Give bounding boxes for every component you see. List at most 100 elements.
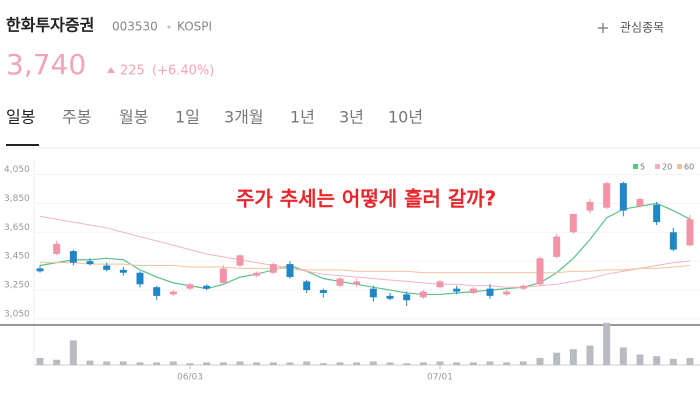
watch-label[interactable]: 관심종목 bbox=[620, 21, 664, 35]
y-tick-label: 3,650 bbox=[4, 223, 30, 233]
candle-body bbox=[553, 236, 561, 257]
annotation-bg bbox=[232, 184, 584, 214]
volume-bar bbox=[169, 361, 177, 365]
volume-bar bbox=[303, 361, 311, 365]
tab[interactable]: 주봉 bbox=[62, 108, 91, 127]
plus-icon bbox=[598, 23, 608, 33]
candle-body bbox=[336, 278, 344, 286]
volume-bar bbox=[569, 349, 577, 365]
volume-bar bbox=[603, 322, 611, 365]
candle-body bbox=[536, 258, 544, 285]
volume-bar bbox=[69, 340, 77, 365]
candle-body bbox=[486, 288, 494, 296]
ma-line bbox=[40, 262, 691, 274]
volume-bar bbox=[53, 359, 61, 365]
tab[interactable]: 3개월 bbox=[224, 108, 264, 127]
candle-body bbox=[136, 272, 144, 285]
candle-body bbox=[669, 232, 677, 250]
candle-body bbox=[569, 210, 577, 233]
candle-body bbox=[219, 268, 227, 283]
volume-bar bbox=[619, 347, 627, 365]
volume-bar bbox=[286, 362, 294, 365]
candle-body bbox=[419, 291, 427, 298]
y-tick-label: 3,050 bbox=[4, 310, 30, 320]
volume-bar bbox=[219, 362, 227, 365]
tab[interactable]: 일봉 bbox=[6, 108, 35, 127]
market: KOSPI bbox=[177, 20, 212, 34]
volume-bar bbox=[253, 362, 261, 365]
volume-bar bbox=[469, 362, 477, 365]
candle-body bbox=[436, 281, 444, 288]
dot bbox=[167, 25, 171, 29]
ma-line bbox=[39, 215, 691, 288]
y-tick-label: 3,450 bbox=[4, 252, 30, 262]
volume-bar bbox=[453, 362, 461, 365]
watch-button[interactable]: 관심종목 bbox=[598, 21, 664, 35]
volume-bar bbox=[136, 362, 144, 365]
tab[interactable]: 10년 bbox=[388, 108, 423, 127]
tab[interactable]: 1일 bbox=[175, 108, 200, 127]
volume-bar bbox=[269, 362, 277, 365]
volume-bar bbox=[536, 357, 544, 365]
x-tick-label: 07/01 bbox=[427, 373, 453, 383]
candle-body bbox=[103, 265, 111, 270]
candle-body bbox=[69, 251, 77, 263]
volume-bar bbox=[186, 363, 194, 365]
candle-body bbox=[286, 264, 294, 278]
candle-body bbox=[153, 287, 161, 296]
candle-body bbox=[369, 288, 377, 298]
candle-body bbox=[603, 183, 611, 208]
volume-bar bbox=[636, 354, 644, 365]
candle-body bbox=[269, 264, 277, 273]
legend-label: 20 bbox=[662, 163, 672, 172]
price-rate: (+6.40%) bbox=[152, 64, 214, 79]
candle-body bbox=[119, 269, 127, 273]
volume-bar bbox=[419, 362, 427, 365]
candle-body bbox=[303, 281, 311, 291]
volume-bar bbox=[369, 361, 377, 365]
candle-body bbox=[636, 199, 644, 207]
candle-body bbox=[319, 290, 327, 293]
candle-body bbox=[503, 291, 511, 295]
volume-bar bbox=[503, 362, 511, 365]
candle-body bbox=[619, 183, 627, 211]
legend-label: 60 bbox=[684, 163, 694, 172]
up-arrow bbox=[107, 67, 115, 73]
candle-body bbox=[469, 288, 477, 293]
volume-bar bbox=[119, 361, 127, 365]
candle-body bbox=[519, 285, 527, 289]
stock-code: 003530 bbox=[112, 20, 158, 34]
ma-line bbox=[39, 202, 691, 296]
volume-bar bbox=[353, 362, 361, 365]
volume-bar bbox=[519, 361, 527, 365]
candle-body bbox=[253, 272, 261, 276]
candle-body bbox=[686, 219, 694, 246]
volume-bar bbox=[486, 361, 494, 365]
legend-label: 5 bbox=[640, 163, 645, 172]
tab[interactable]: 월봉 bbox=[119, 108, 148, 127]
x-tick-label: 06/03 bbox=[177, 373, 203, 383]
annotation: 주가 추세는 어떻게 흘러 갈까? bbox=[236, 187, 496, 211]
candle-body bbox=[203, 285, 211, 289]
candle-body bbox=[386, 295, 394, 299]
volume-bar bbox=[403, 363, 411, 365]
candle-body bbox=[353, 281, 361, 285]
current-price: 3,740 bbox=[6, 48, 86, 81]
candle-body bbox=[169, 291, 177, 295]
candle-body bbox=[53, 243, 61, 254]
y-tick-label: 4,050 bbox=[4, 165, 30, 175]
candle-body bbox=[586, 201, 594, 211]
tab[interactable]: 1년 bbox=[290, 108, 315, 127]
tab[interactable]: 3년 bbox=[339, 108, 364, 127]
candle-body bbox=[453, 288, 461, 292]
volume-bar bbox=[386, 362, 394, 365]
candle-body bbox=[653, 204, 661, 223]
price-change: 225 bbox=[120, 64, 145, 79]
volume-bar bbox=[236, 361, 244, 365]
volume-bar bbox=[653, 356, 661, 365]
volume-bar bbox=[86, 360, 94, 365]
legend-swatch bbox=[633, 164, 638, 169]
volume-bar bbox=[436, 361, 444, 365]
y-tick-label: 3,850 bbox=[4, 194, 30, 204]
